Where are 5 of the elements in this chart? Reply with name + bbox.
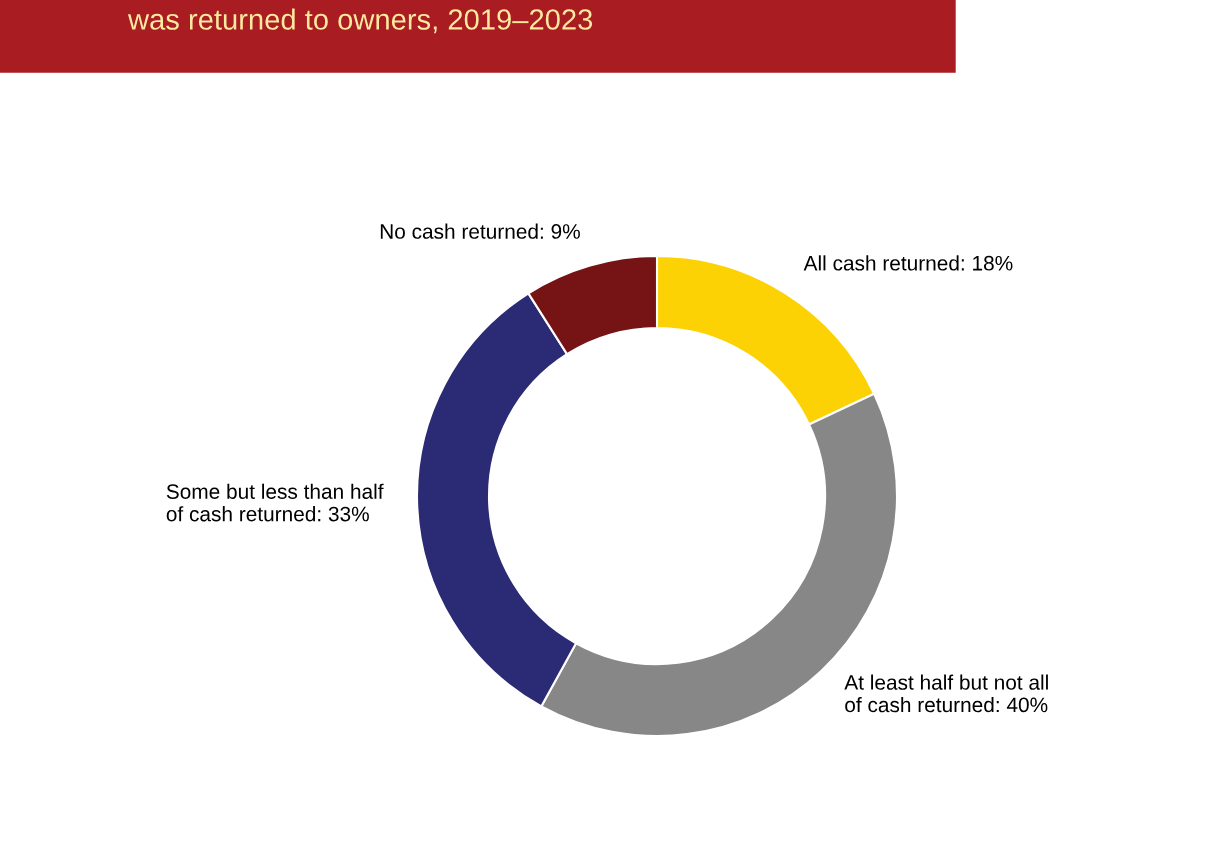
slice-label: At least half but not all of cash returned: 40% (844, 674, 1048, 713)
chart-title: was returned to owners, 2019–2023 (127, 8, 593, 34)
slice-label: All cash returned: 18% (803, 255, 1013, 271)
slice-label: No cash returned: 9% (380, 223, 580, 239)
slice-label: Some but less than half of cash returned: 33% (166, 483, 384, 522)
